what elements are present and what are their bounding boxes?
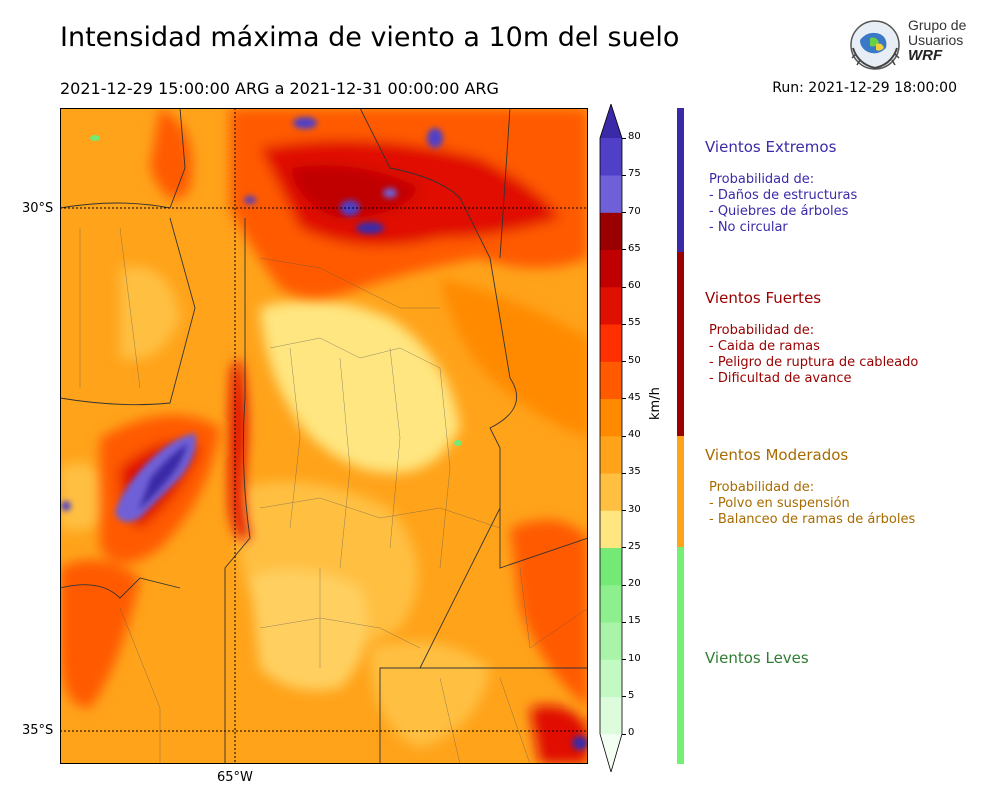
department-boundaries: [79, 227, 588, 764]
map-title: Intensidad máxima de viento a 10m del su…: [60, 22, 680, 53]
category-line: - Dificultad de avance: [709, 371, 852, 386]
category-extreme: Vientos Extremos Probabilidad de: - Daño…: [705, 138, 857, 236]
colorbar-segment: [600, 104, 622, 138]
category-light-title: Vientos Leves: [705, 649, 809, 667]
map-frame: [60, 108, 588, 764]
category-light: Vientos Leves: [705, 649, 809, 667]
category-moderate: Vientos Moderados Probabilidad de: - Pol…: [705, 446, 915, 528]
colorbar-tick-label: 40: [628, 429, 641, 440]
category-line: - Daños de estructuras: [709, 188, 858, 203]
colorbar-tick-mark: [622, 584, 626, 586]
colorbar-tick-mark: [622, 398, 626, 400]
grupo-wrf-logo: Grupo de Usuarios WRF: [848, 16, 973, 74]
colorbar-tick-label: 5: [628, 689, 635, 701]
lon-label-65w: 65°W: [217, 770, 253, 785]
category-strong-title: Vientos Fuertes: [705, 289, 822, 307]
category-line: Probabilidad de:: [709, 480, 815, 495]
colorbar-segment: [600, 547, 622, 586]
colorbar-tick-label: 30: [628, 503, 641, 515]
category-line: Probabilidad de:: [709, 323, 815, 338]
colorbar-segment: [600, 398, 622, 437]
run-timestamp: Run: 2021-12-29 18:00:00: [772, 80, 957, 96]
colorbar-tick-mark: [622, 212, 626, 213]
colorbar-segment: [600, 734, 622, 772]
colorbar-segment: [600, 361, 622, 400]
province-boundaries: [60, 108, 588, 764]
colorbar-tick-mark: [622, 137, 626, 139]
colorbar-tick-label: 60: [628, 280, 641, 291]
colorbar-segment: [600, 175, 622, 213]
colorbar-tick-label: 35: [628, 466, 641, 478]
colorbar-segment: [600, 324, 622, 362]
colorbar-unit: km/h: [648, 387, 663, 420]
category-line: - Polvo en suspensión: [709, 496, 850, 511]
stripe-light: [677, 547, 684, 764]
colorbar-tick-mark: [622, 286, 626, 288]
light-wind-patch: [454, 440, 462, 446]
stripe-extreme: [677, 108, 684, 252]
colorbar-segment: [600, 287, 622, 325]
colorbar-tick-label: 65: [628, 242, 641, 254]
colorbar-tick-label: 50: [628, 354, 641, 366]
colorbar-segment: [600, 138, 622, 176]
colorbar-tick-mark: [622, 510, 626, 511]
colorbar-tick-label: 70: [628, 205, 641, 217]
colorbar-tick-label: 15: [628, 615, 641, 627]
category-strong: Vientos Fuertes Probabilidad de: - Caida…: [705, 289, 918, 387]
colorbar-tick-label: 20: [628, 578, 641, 589]
colorbar-segment: [600, 622, 622, 660]
stripe-moderate: [677, 436, 684, 547]
forecast-period: 2021-12-29 15:00:00 ARG a 2021-12-31 00:…: [60, 79, 499, 98]
lat-label-30s: 30°S: [22, 201, 54, 216]
logo-text: Grupo de Usuarios WRF: [908, 17, 967, 64]
category-extreme-title: Vientos Extremos: [705, 138, 837, 156]
colorbar-segment: [600, 585, 622, 623]
colorbar-segment: [600, 696, 622, 735]
colorbar-tick-mark: [622, 174, 626, 176]
colorbar-tick-label: 75: [628, 168, 641, 180]
light-wind-patch: [90, 135, 100, 141]
category-line: - Balanceo de ramas de árboles: [709, 512, 916, 527]
colorbar-tick-mark: [622, 547, 626, 549]
colorbar-tick-mark: [622, 249, 626, 251]
colorbar-segment: [600, 212, 622, 251]
colorbar-tick-mark: [622, 361, 626, 362]
colorbar-segment: [600, 510, 622, 549]
category-line: Probabilidad de:: [709, 172, 815, 187]
colorbar-tick-mark: [622, 472, 626, 474]
colorbar-tick-mark: [622, 621, 626, 623]
category-line: - Quiebres de árboles: [709, 204, 849, 219]
category-stripe: [677, 108, 684, 764]
colorbar-segment: [600, 659, 622, 698]
lat-label-35s: 35°S: [22, 723, 54, 738]
colorbar-tick-label: 25: [628, 540, 641, 552]
colorbar-tick-mark: [622, 696, 626, 698]
colorbar-segment: [600, 249, 622, 288]
colorbar-tick-label: 55: [628, 317, 641, 329]
colorbar-tick-label: 80: [628, 131, 641, 142]
stripe-strong: [677, 252, 684, 436]
colorbar-tick-label: 0: [628, 727, 635, 738]
colorbar-tick-mark: [622, 323, 626, 325]
wind-speed-map: [60, 108, 588, 764]
category-line: - Caida de ramas: [709, 339, 820, 354]
colorbar-tick-label: 45: [628, 391, 641, 403]
colorbar-segment: [600, 473, 622, 511]
colorbar-tick-label: 10: [628, 652, 641, 664]
colorbar-segment: [600, 436, 622, 474]
extreme-wind-spots: [61, 117, 588, 750]
category-line: - No circular: [709, 220, 788, 235]
globe-emblem-icon: [850, 20, 900, 70]
colorbar-tick-mark: [622, 659, 626, 660]
colorbar-tick-mark: [622, 435, 626, 437]
colorbar-tick-mark: [622, 733, 626, 735]
category-line: - Peligro de ruptura de cableado: [709, 355, 919, 370]
category-moderate-title: Vientos Moderados: [705, 446, 849, 464]
